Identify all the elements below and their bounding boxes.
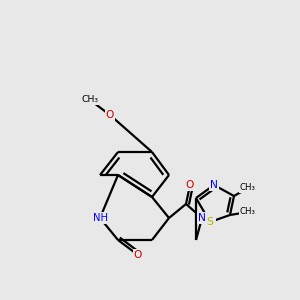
Text: H: H [207, 216, 215, 226]
Text: NH: NH [92, 213, 107, 223]
Text: O: O [134, 250, 142, 260]
Text: O: O [106, 110, 114, 120]
Text: CH₃: CH₃ [240, 184, 256, 193]
Text: S: S [207, 217, 213, 227]
Text: N: N [210, 180, 218, 190]
Text: N: N [198, 213, 206, 223]
Text: O: O [186, 180, 194, 190]
Text: CH₃: CH₃ [240, 208, 256, 217]
Text: CH₃: CH₃ [82, 95, 98, 104]
